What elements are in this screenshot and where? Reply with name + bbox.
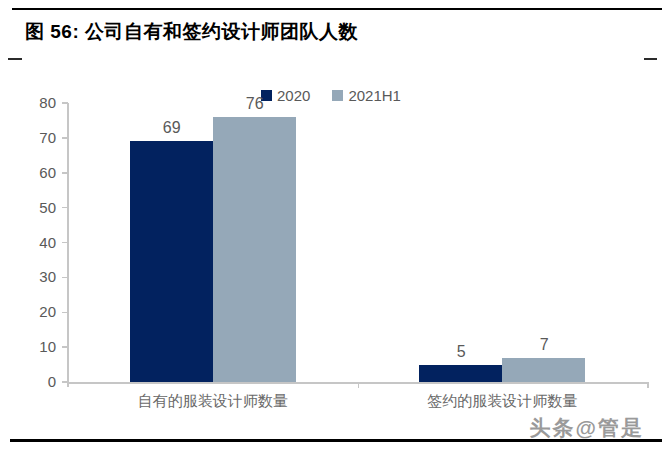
y-axis-tick-label: 60	[16, 164, 56, 182]
chart-legend: 20202021H1	[0, 87, 662, 104]
bar-2021H1-1	[502, 358, 585, 382]
top-divider	[12, 8, 662, 10]
legend-label: 2021H1	[348, 87, 401, 104]
x-axis-tick-mark	[647, 382, 649, 388]
watermark: 头条@管是	[530, 414, 644, 442]
y-axis-tick-label: 10	[16, 338, 56, 356]
y-axis-tick-label: 30	[16, 268, 56, 286]
x-axis-category-label: 自有的服装设计师数量	[63, 392, 363, 411]
y-axis-tick-label: 80	[16, 94, 56, 112]
bar-2020-1	[419, 365, 502, 382]
bar-2021H1-0	[213, 117, 296, 382]
y-axis-tick-label: 50	[16, 199, 56, 217]
y-axis-line	[67, 103, 69, 387]
y-axis-tick-label: 20	[16, 303, 56, 321]
x-axis-tick-mark	[358, 382, 360, 388]
y-axis-tick-label: 40	[16, 234, 56, 252]
bottom-divider	[10, 439, 662, 442]
bar-value-label: 5	[419, 343, 503, 361]
figure-title: 图 56: 公司自有和签约设计师团队人数	[25, 19, 358, 45]
legend-item-2021H1: 2021H1	[332, 87, 401, 104]
y-axis-tick-label: 0	[16, 373, 56, 391]
y-axis-tick-label: 70	[16, 129, 56, 147]
bar-value-label: 76	[213, 95, 297, 113]
x-axis-category-label: 签约的服装设计师数量	[352, 392, 652, 411]
bar-value-label: 7	[502, 336, 586, 354]
bar-2020-0	[130, 141, 213, 382]
figure-page: 图 56: 公司自有和签约设计师团队人数 20202021H1 0 10 20 30 4…	[0, 0, 662, 450]
bar-value-label: 69	[130, 119, 214, 137]
legend-swatch-icon	[332, 90, 343, 101]
right-edge-dash	[644, 58, 657, 60]
left-edge-dash	[8, 58, 22, 60]
